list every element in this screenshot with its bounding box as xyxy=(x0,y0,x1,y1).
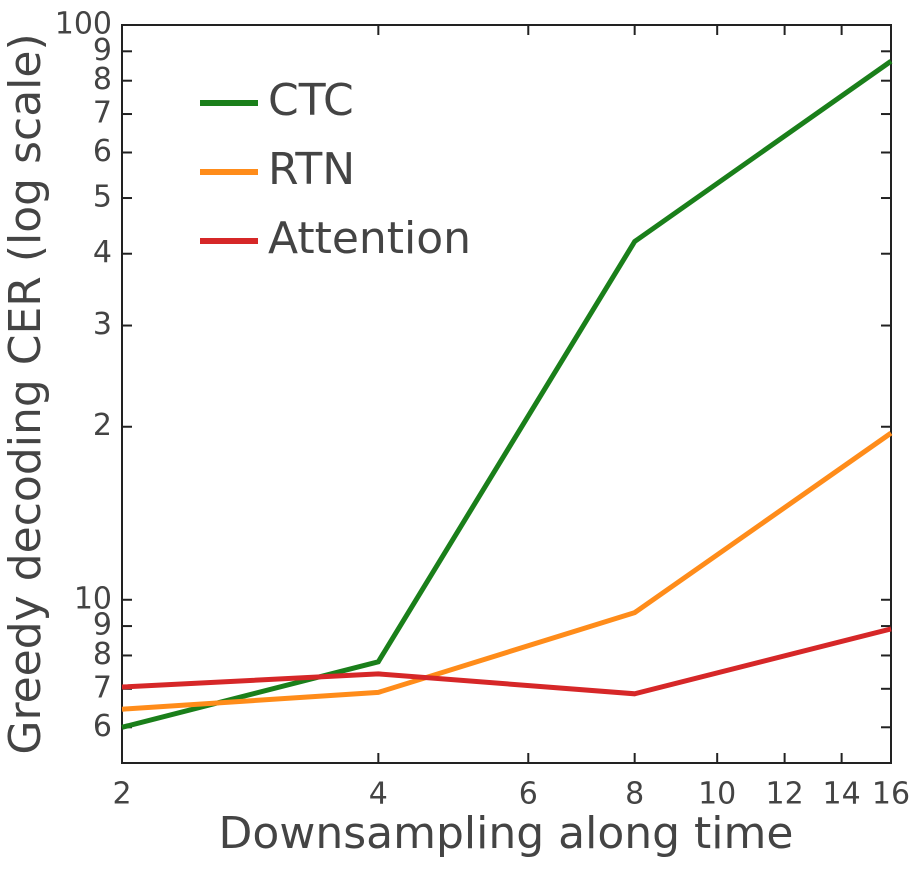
y-tick-label: 6 xyxy=(93,134,112,169)
y-axis-label: Greedy decoding CER (log scale) xyxy=(0,33,51,754)
x-tick-label: 14 xyxy=(823,777,861,812)
y-tick-label: 8 xyxy=(93,637,112,672)
x-tick-label: 8 xyxy=(625,777,644,812)
x-axis-label: Downsampling along time xyxy=(219,808,794,859)
legend-label: Attention xyxy=(268,213,471,264)
x-tick-label: 6 xyxy=(519,777,538,812)
legend-label: RTN xyxy=(268,144,355,195)
y-tick-label: 8 xyxy=(93,62,112,97)
x-tick-label: 2 xyxy=(112,777,131,812)
x-tick-label: 10 xyxy=(698,777,736,812)
y-tick-label: 100 xyxy=(55,7,112,42)
y-tick-label: 4 xyxy=(93,235,112,270)
x-tick-label: 12 xyxy=(766,777,804,812)
y-tick-label: 6 xyxy=(93,709,112,744)
plot-frame xyxy=(121,24,892,764)
y-tick-label: 7 xyxy=(93,670,112,705)
legend-label: CTC xyxy=(268,75,354,126)
x-tick-label: 4 xyxy=(369,777,388,812)
y-tick-label: 2 xyxy=(93,408,112,443)
y-tick-label: 10 xyxy=(74,581,112,616)
data-line xyxy=(121,431,893,712)
y-tick-label: 3 xyxy=(93,307,112,342)
y-tick-label: 5 xyxy=(93,180,112,215)
data-line xyxy=(121,626,892,697)
data-line xyxy=(121,59,893,730)
x-tick-label: 16 xyxy=(872,777,910,812)
y-tick-label: 7 xyxy=(93,96,112,131)
y-tick-label: 9 xyxy=(93,608,112,643)
y-tick-label: 9 xyxy=(93,33,112,68)
